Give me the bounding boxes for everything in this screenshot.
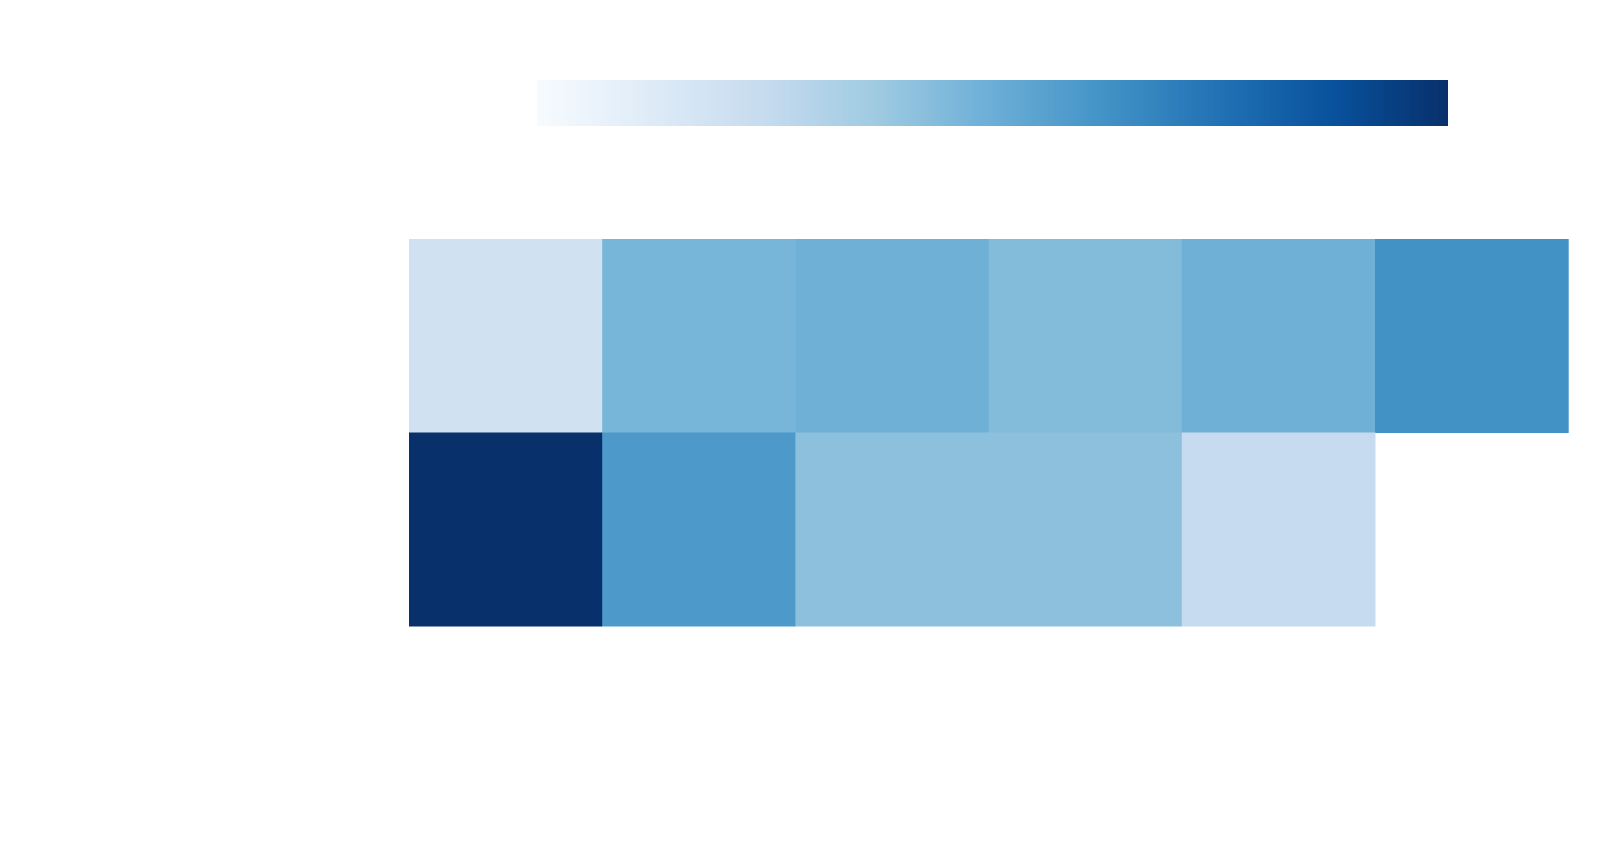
heatmap-cell [1375, 239, 1569, 433]
heatmap-cell [409, 239, 603, 433]
heatmap-cell [988, 432, 1183, 627]
heatmap-cell [602, 432, 796, 627]
colorbar [537, 80, 1448, 126]
heatmap-cell [1181, 239, 1376, 433]
heatmap-cell [795, 432, 990, 627]
heatmap-cell [602, 239, 796, 433]
heatmap-cell [988, 239, 1183, 433]
heatmap-cell [795, 239, 990, 433]
heatmap-cell [1181, 432, 1376, 627]
heatmap-cell [409, 432, 603, 627]
